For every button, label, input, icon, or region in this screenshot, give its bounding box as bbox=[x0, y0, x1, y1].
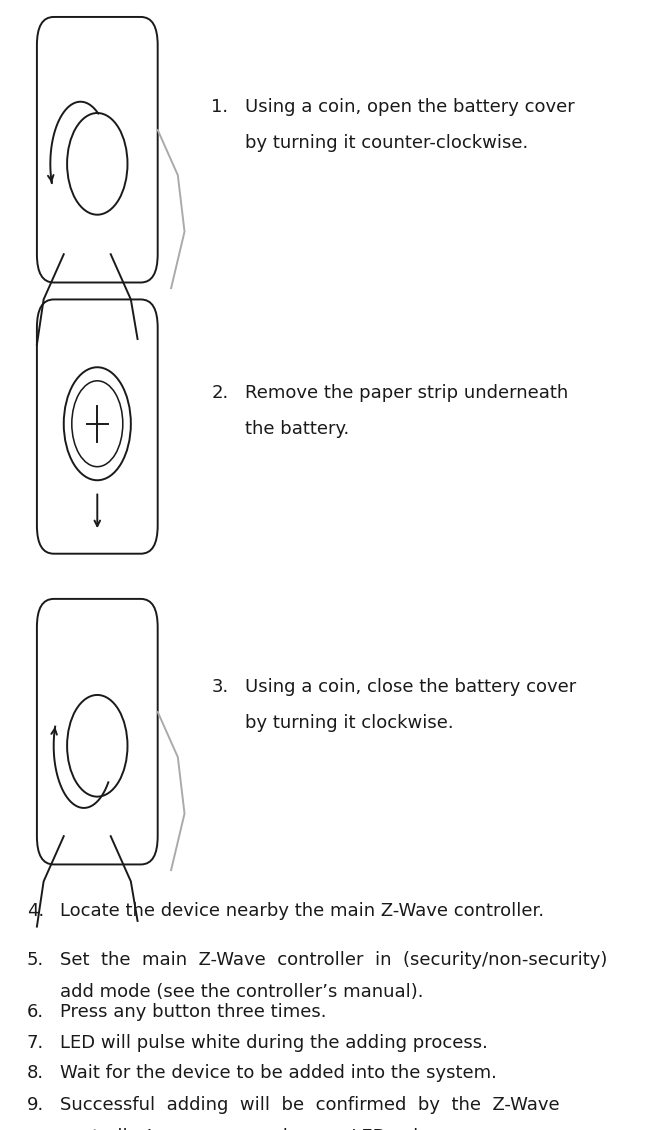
Text: 4.: 4. bbox=[27, 902, 44, 920]
Text: by turning it counter-clockwise.: by turning it counter-clockwise. bbox=[245, 134, 528, 153]
Text: 5.: 5. bbox=[27, 951, 44, 970]
Text: Locate the device nearby the main Z-Wave controller.: Locate the device nearby the main Z-Wave… bbox=[60, 902, 544, 920]
Text: Wait for the device to be added into the system.: Wait for the device to be added into the… bbox=[60, 1064, 497, 1083]
Text: 6.: 6. bbox=[27, 1003, 44, 1022]
Text: controller’s message and green LED colour.: controller’s message and green LED colou… bbox=[60, 1128, 453, 1130]
Text: 8.: 8. bbox=[27, 1064, 44, 1083]
Text: Set  the  main  Z-Wave  controller  in  (security/non-security): Set the main Z-Wave controller in (secur… bbox=[60, 951, 608, 970]
Text: the battery.: the battery. bbox=[245, 420, 349, 438]
Text: 3.: 3. bbox=[211, 678, 229, 696]
Ellipse shape bbox=[67, 695, 127, 797]
Ellipse shape bbox=[64, 367, 131, 480]
Text: 1.: 1. bbox=[211, 98, 229, 116]
Text: Remove the paper strip underneath: Remove the paper strip underneath bbox=[245, 384, 568, 402]
Ellipse shape bbox=[72, 381, 123, 467]
Text: add mode (see the controller’s manual).: add mode (see the controller’s manual). bbox=[60, 983, 424, 1001]
FancyBboxPatch shape bbox=[37, 17, 158, 282]
Text: Using a coin, close the battery cover: Using a coin, close the battery cover bbox=[245, 678, 576, 696]
Text: Successful  adding  will  be  confirmed  by  the  Z-Wave: Successful adding will be confirmed by t… bbox=[60, 1096, 560, 1114]
Text: Press any button three times.: Press any button three times. bbox=[60, 1003, 327, 1022]
Text: 7.: 7. bbox=[27, 1034, 44, 1052]
FancyBboxPatch shape bbox=[37, 599, 158, 864]
Text: LED will pulse white during the adding process.: LED will pulse white during the adding p… bbox=[60, 1034, 488, 1052]
Text: Using a coin, open the battery cover: Using a coin, open the battery cover bbox=[245, 98, 574, 116]
Ellipse shape bbox=[67, 113, 127, 215]
FancyBboxPatch shape bbox=[37, 299, 158, 554]
Text: 9.: 9. bbox=[27, 1096, 44, 1114]
Text: 2.: 2. bbox=[211, 384, 229, 402]
Text: by turning it clockwise.: by turning it clockwise. bbox=[245, 714, 454, 732]
